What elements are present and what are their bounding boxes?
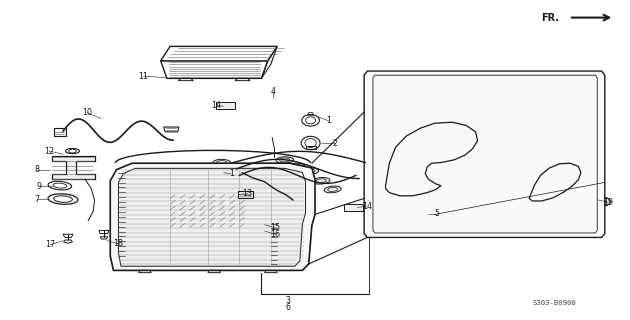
Text: 15: 15: [270, 223, 280, 232]
Text: 9: 9: [37, 182, 42, 191]
Text: 1: 1: [229, 169, 234, 178]
Text: S303-B0900: S303-B0900: [532, 300, 576, 306]
Text: 8: 8: [34, 165, 39, 174]
Text: 18: 18: [113, 239, 123, 248]
Text: 14: 14: [362, 202, 372, 211]
Polygon shape: [238, 191, 253, 198]
Ellipse shape: [213, 159, 231, 166]
Text: 13: 13: [243, 189, 253, 198]
Ellipse shape: [324, 186, 341, 193]
Ellipse shape: [287, 163, 305, 170]
Text: 7: 7: [34, 195, 39, 204]
Text: 12: 12: [44, 147, 54, 156]
Ellipse shape: [312, 178, 330, 184]
Text: 2: 2: [333, 139, 338, 148]
Ellipse shape: [301, 168, 319, 174]
Polygon shape: [344, 204, 363, 211]
Text: 19: 19: [603, 198, 613, 207]
Polygon shape: [364, 71, 605, 237]
Ellipse shape: [234, 173, 251, 180]
Text: 1: 1: [326, 116, 331, 125]
Polygon shape: [52, 156, 94, 179]
Ellipse shape: [223, 167, 241, 173]
Text: 16: 16: [270, 230, 280, 239]
Text: 17: 17: [45, 240, 55, 249]
Polygon shape: [216, 102, 235, 109]
Text: 5: 5: [434, 209, 439, 218]
Text: 10: 10: [82, 108, 92, 117]
Text: 3: 3: [285, 296, 290, 305]
Text: 14: 14: [211, 101, 221, 110]
Text: 6: 6: [285, 303, 290, 312]
Text: 11: 11: [139, 72, 149, 81]
Text: FR.: FR.: [541, 12, 559, 23]
Polygon shape: [118, 168, 306, 266]
Polygon shape: [110, 163, 315, 270]
Ellipse shape: [276, 157, 294, 163]
Text: 4: 4: [270, 87, 275, 96]
